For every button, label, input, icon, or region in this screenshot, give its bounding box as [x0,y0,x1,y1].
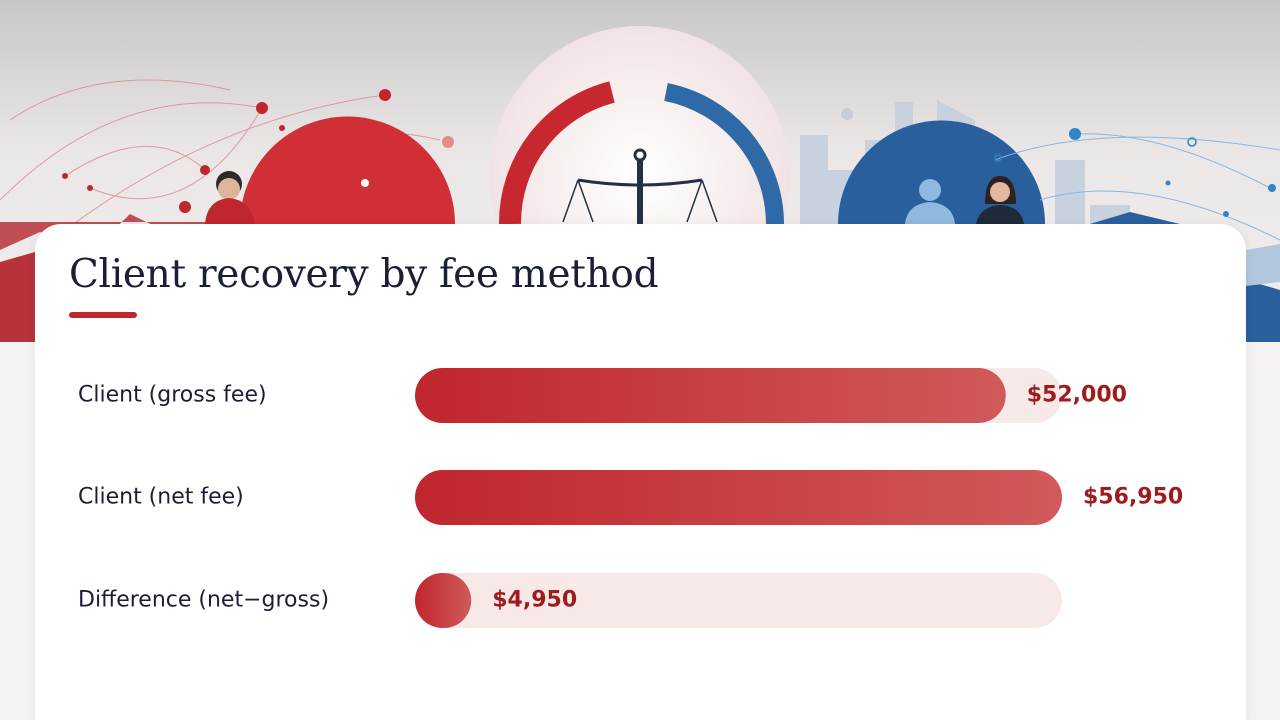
category-label: Client (gross fee) [78,383,267,408]
value-label: $56,950 [1083,485,1183,510]
bar-chart: Client (gross fee) $52,000 Client (net fee… [78,368,1183,628]
person-icon [205,171,255,224]
bar [415,573,472,628]
network-nodes [0,79,441,251]
category-label: Client (net fee) [78,485,244,510]
value-label: $4,950 [492,588,577,613]
category-label: Difference (net−gross) [78,588,329,613]
bar [415,368,1006,423]
chart-title: Client recovery by fee method [69,252,659,297]
bar [415,470,1062,525]
value-label: $52,000 [1027,383,1127,408]
title-accent-bar [69,312,137,318]
chart-card: Client recovery by fee method Client (gr… [35,224,1246,720]
scales-of-justice-icon [562,148,718,224]
bar-track [415,573,1062,628]
person-icon [976,176,1024,224]
